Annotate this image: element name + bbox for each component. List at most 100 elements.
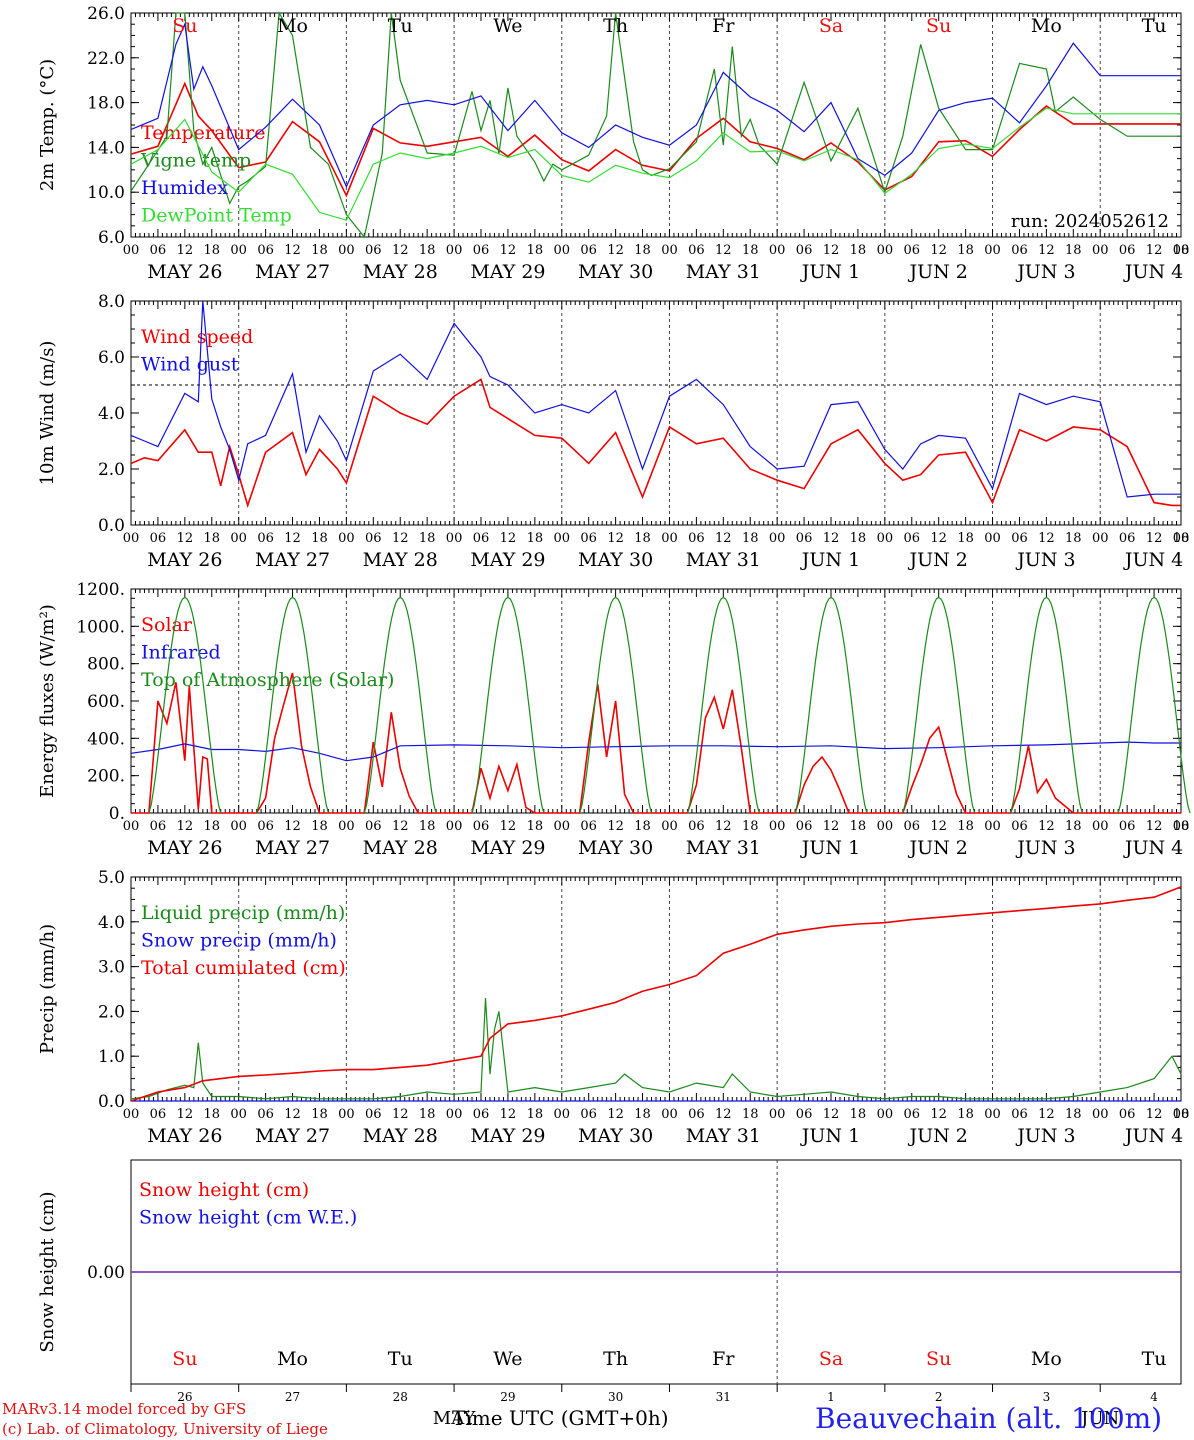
hour-tick-label: 18 (311, 1107, 328, 1122)
hour-tick-label: 00 (1092, 531, 1109, 546)
hour-tick-label: 18 (527, 243, 544, 258)
hour-tick-label: 12 (392, 819, 409, 834)
panel-frame-energy (130, 588, 1182, 814)
day-name: Mo (1031, 1348, 1062, 1370)
hour-tick-label: 00 (877, 819, 894, 834)
hour-tick-label: 18 (419, 1107, 436, 1122)
day-name: Mo (1031, 15, 1062, 37)
hour-tick-label: 06 (796, 243, 813, 258)
date-label: MAY 29 (470, 549, 545, 571)
day-name: Th (603, 15, 628, 37)
hour-tick-label: 12 (392, 1107, 409, 1122)
date-label: MAY 29 (470, 261, 545, 283)
hour-tick-label: 00 (230, 531, 247, 546)
day-number: 1 (827, 1390, 835, 1404)
legend-entry: Snow precip (mm/h) (141, 930, 337, 952)
hour-tick-label: 06 (1119, 243, 1136, 258)
day-name: Mo (277, 15, 308, 37)
series-line-temperature (130, 81, 1181, 198)
hour-tick-label: 12 (1038, 531, 1055, 546)
hour-tick-label: 00 (123, 531, 140, 546)
hour-tick-label: 00 (123, 1107, 140, 1122)
date-label: MAY 31 (686, 549, 761, 571)
hour-tick-label: 18 (1173, 819, 1190, 834)
date-label: JUN 3 (1015, 549, 1075, 571)
hour-tick-label: 18 (1065, 819, 1082, 834)
y-tick-label: 26.0 (87, 4, 125, 24)
series-line-toa (902, 596, 976, 814)
hour-tick-label: 18 (957, 819, 974, 834)
month-label: JUN (1079, 1408, 1119, 1429)
day-name: Tu (388, 1348, 413, 1370)
hour-tick-label: 18 (957, 531, 974, 546)
hour-tick-label: 00 (1173, 1107, 1190, 1122)
date-label: JUN 4 (1123, 549, 1183, 571)
hour-tick-label: 12 (284, 1107, 301, 1122)
hour-tick-label: 18 (1173, 1107, 1190, 1122)
day-name: Sa (819, 15, 843, 37)
date-label: JUN 3 (1015, 1125, 1075, 1147)
day-number: 4 (1150, 1390, 1158, 1404)
hour-tick-label: 00 (338, 1107, 355, 1122)
hour-tick-label: 18 (1065, 243, 1082, 258)
date-label: MAY 26 (147, 549, 222, 571)
series-line-toa (579, 596, 653, 814)
hour-tick-label: 18 (742, 819, 759, 834)
y-tick-label: 1000. (76, 617, 125, 637)
date-label: MAY 30 (578, 261, 653, 283)
y-tick-label: 1.0 (98, 1047, 125, 1067)
month-label: MAY (433, 1408, 477, 1429)
hour-tick-label: 06 (150, 1107, 167, 1122)
hour-tick-label: 06 (1011, 243, 1028, 258)
station-label: Beauvechain (alt. 100m) (815, 1402, 1163, 1435)
credit-line-2: (c) Lab. of Climatology, University of L… (2, 1420, 328, 1438)
series-line-solar (131, 672, 1181, 814)
day-name: Su (926, 15, 951, 37)
hour-tick-label: 00 (553, 531, 570, 546)
hour-tick-label: 00 (338, 531, 355, 546)
y-axis-title: Precip (mm/h) (37, 924, 58, 1054)
y-tick-label: 3.0 (98, 958, 125, 978)
credit-line-1: MARv3.14 model forced by GFS (2, 1400, 247, 1418)
hour-tick-label: 12 (392, 531, 409, 546)
hour-tick-label: 00 (1173, 531, 1190, 546)
hour-tick-label: 12 (284, 819, 301, 834)
date-label: JUN 1 (800, 1125, 860, 1147)
hour-tick-label: 18 (419, 819, 436, 834)
hour-tick-label: 00 (230, 243, 247, 258)
hour-tick-label: 06 (1011, 819, 1028, 834)
hour-tick-label: 06 (580, 531, 597, 546)
hour-tick-label: 06 (257, 819, 274, 834)
series-line-toa (256, 596, 329, 814)
series-line-toa (148, 596, 222, 814)
hour-tick-label: 18 (850, 531, 867, 546)
hour-tick-label: 06 (903, 819, 920, 834)
day-name: Tu (388, 15, 413, 37)
hour-tick-label: 12 (177, 531, 194, 546)
hour-tick-label: 00 (338, 243, 355, 258)
date-label: MAY 31 (686, 1125, 761, 1147)
series-line-humidex (130, 22, 1181, 189)
hour-tick-label: 18 (742, 243, 759, 258)
hour-tick-label: 06 (257, 1107, 274, 1122)
panel-frame-wind (130, 300, 1182, 526)
hour-tick-label: 12 (1038, 1107, 1055, 1122)
y-tick-label: 1200. (76, 580, 125, 600)
date-label: MAY 28 (363, 1125, 438, 1147)
day-number: 29 (500, 1390, 515, 1404)
hour-tick-label: 12 (500, 819, 517, 834)
date-label: MAY 30 (578, 837, 653, 859)
hour-tick-label: 12 (1038, 243, 1055, 258)
series-line-toa (1117, 596, 1191, 814)
y-tick-label: 2.0 (98, 460, 125, 480)
hour-tick-label: 12 (715, 531, 732, 546)
date-label: JUN 2 (907, 261, 967, 283)
hour-tick-label: 06 (688, 819, 705, 834)
date-label: MAY 30 (578, 1125, 653, 1147)
hour-tick-label: 18 (527, 1107, 544, 1122)
hour-tick-label: 06 (903, 243, 920, 258)
date-label: MAY 31 (686, 261, 761, 283)
date-label: MAY 28 (363, 549, 438, 571)
day-name: Tu (1142, 1348, 1167, 1370)
legend-entry: Top of Atmosphere (Solar) (141, 669, 394, 691)
